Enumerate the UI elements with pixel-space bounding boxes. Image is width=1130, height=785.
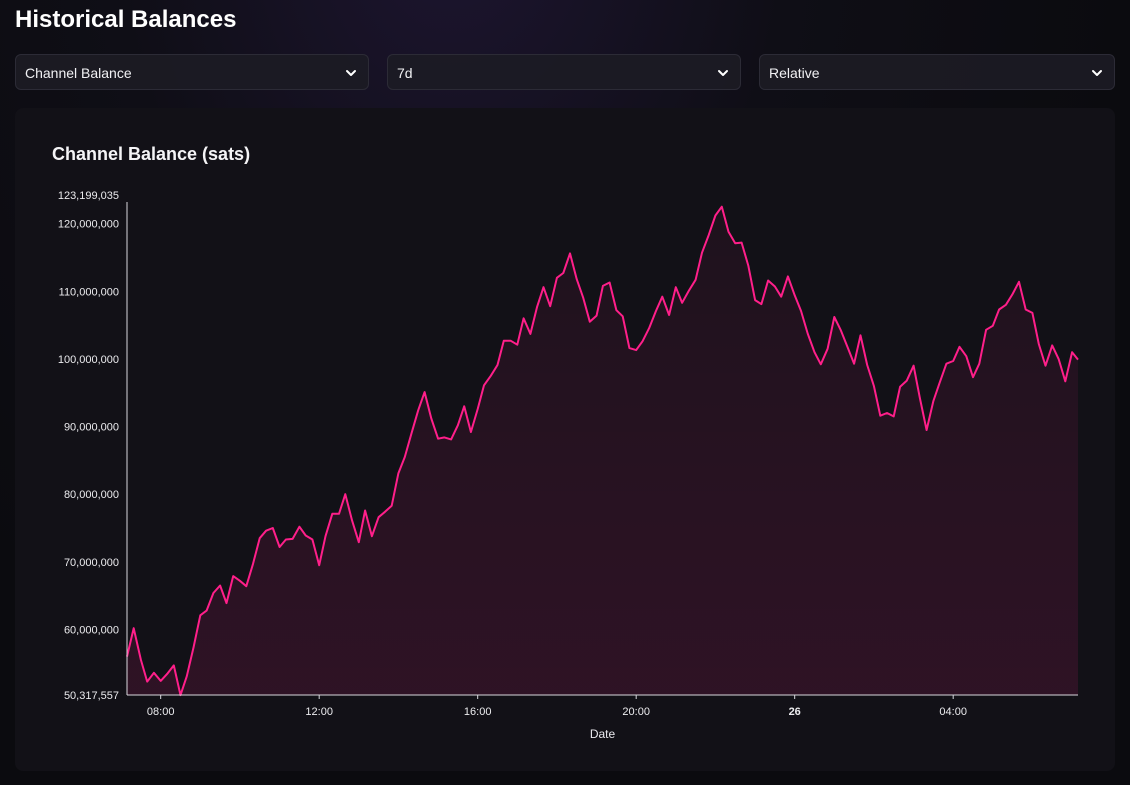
metric-select-value: Channel Balance: [25, 65, 132, 81]
y-tick-label: 110,000,000: [59, 286, 119, 298]
chart-title: Channel Balance (sats): [52, 144, 251, 164]
y-tick-label: 123,199,035: [58, 190, 119, 202]
x-tick-label: 04:00: [939, 706, 967, 718]
x-tick-label: 20:00: [622, 706, 650, 718]
series-line: [126, 205, 1079, 697]
page-title: Historical Balances: [15, 6, 237, 33]
chevron-down-icon: [718, 70, 728, 76]
x-tick-label: 12:00: [305, 706, 333, 718]
y-tick-label: 90,000,000: [64, 422, 119, 434]
metric-select[interactable]: Channel Balance: [15, 54, 369, 90]
y-tick-label: 70,000,000: [64, 557, 119, 569]
y-tick-label: 120,000,000: [58, 219, 119, 231]
y-tick-label: 80,000,000: [64, 489, 119, 501]
x-axis-label: Date: [590, 727, 616, 741]
x-tick-label: 16:00: [464, 706, 492, 718]
y-tick-label: 60,000,000: [64, 625, 119, 637]
balance-chart[interactable]: 50,317,557 60,000,000 70,000,000 80,000,000…: [15, 108, 1115, 771]
y-tick-label: 50,317,557: [64, 690, 119, 702]
chevron-down-icon: [346, 70, 356, 76]
filter-controls: Channel Balance 7d Relative: [15, 54, 1115, 92]
chevron-down-icon: [1092, 70, 1102, 76]
mode-select-value: Relative: [769, 65, 820, 81]
range-select-value: 7d: [397, 65, 413, 81]
range-select[interactable]: 7d: [387, 54, 741, 90]
mode-select[interactable]: Relative: [759, 54, 1115, 90]
y-tick-label: 100,000,000: [58, 354, 119, 366]
chart-card: Channel Balance (sats) 50,317,557 60,000,…: [15, 108, 1115, 771]
series-area-fill: [127, 206, 1078, 696]
x-tick-label: 08:00: [147, 706, 175, 718]
x-tick-label: 26: [789, 706, 801, 718]
